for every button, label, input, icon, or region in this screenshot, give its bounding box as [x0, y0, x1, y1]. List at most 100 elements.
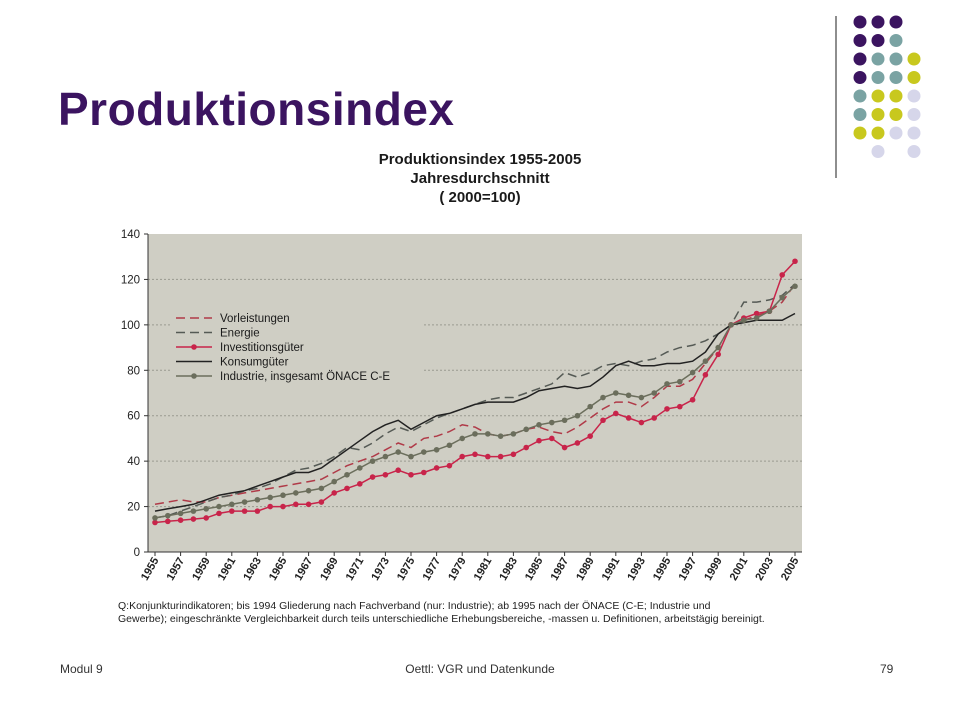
data-point: [613, 390, 619, 396]
decor-dot: [889, 52, 903, 66]
data-point: [446, 462, 453, 469]
data-point: [152, 519, 158, 526]
data-point: [216, 510, 222, 517]
data-point: [318, 485, 325, 492]
data-point: [177, 510, 184, 517]
data-point: [638, 419, 645, 426]
data-point: [369, 458, 376, 464]
chart-title: Produktionsindex 1955-2005: [378, 151, 582, 168]
decor-dot: [907, 89, 921, 103]
data-point: [625, 415, 632, 421]
data-point: [574, 440, 581, 446]
data-point: [792, 258, 798, 265]
data-point: [753, 315, 760, 321]
chart-heading: Produktionsindex 1955-2005 Jahresdurchsc…: [300, 150, 660, 207]
data-point: [241, 508, 248, 514]
data-point: [741, 317, 747, 324]
data-point: [651, 415, 657, 421]
data-point: [510, 431, 517, 437]
x-tick-label: 1977: [421, 556, 444, 583]
y-tick-label: 40: [127, 456, 140, 468]
data-point: [408, 453, 414, 460]
data-point: [715, 351, 721, 358]
decor-dot: [889, 108, 903, 121]
y-tick-label: 60: [127, 411, 140, 423]
x-tick-label: 1955: [139, 556, 162, 583]
decor-dot: [853, 126, 867, 140]
legend-box: [172, 309, 424, 386]
y-tick-label: 80: [127, 365, 140, 377]
x-tick-label: 1959: [190, 556, 213, 583]
decor-dot: [853, 108, 867, 121]
decor-dot: [871, 108, 885, 121]
data-point: [753, 310, 760, 317]
data-point: [395, 467, 402, 474]
x-tick-label: 1983: [497, 556, 520, 583]
data-point: [561, 444, 568, 451]
data-point: [331, 490, 337, 496]
legend-label: Investitionsgüter: [220, 342, 304, 354]
y-tick-label: 120: [121, 274, 140, 286]
legend-label: Industrie, insgesamt ÖNACE C-E: [220, 371, 390, 383]
data-point: [689, 397, 696, 403]
data-point: [203, 506, 209, 512]
decor-dot: [907, 52, 921, 66]
legend-label: Energie: [220, 328, 260, 340]
decor-dot: [871, 145, 885, 158]
data-point: [216, 503, 222, 510]
y-tick-label: 0: [134, 547, 140, 559]
data-point: [523, 426, 529, 433]
source-note: Q:Konjunkturindikatoren; bis 1994 Gliede…: [118, 600, 818, 626]
data-point: [241, 499, 248, 505]
x-tick-label: 1999: [702, 556, 725, 583]
data-point: [664, 381, 670, 387]
data-point: [485, 453, 491, 460]
x-tick-label: 1965: [267, 556, 290, 583]
data-point: [587, 403, 593, 410]
decor-dot: [871, 15, 885, 29]
data-point: [574, 412, 581, 419]
decor-dot: [871, 52, 885, 66]
data-point: [395, 449, 402, 455]
decor-dot: [853, 89, 867, 103]
data-point: [677, 403, 683, 410]
series-line: [154, 283, 796, 506]
data-point: [792, 283, 798, 290]
data-point: [613, 410, 619, 417]
legend-label: Vorleistungen: [220, 313, 290, 325]
decor-dot: [907, 126, 921, 140]
data-point: [177, 517, 184, 523]
x-tick-label: 1973: [369, 556, 392, 583]
x-tick-label: 1971: [344, 556, 367, 583]
data-point: [190, 508, 197, 514]
x-tick-label: 1967: [293, 556, 316, 583]
data-point: [651, 390, 657, 396]
data-point: [625, 392, 632, 399]
data-point: [433, 446, 440, 453]
x-tick-label: 1961: [216, 556, 239, 583]
decor-dot: [889, 15, 903, 29]
data-point: [369, 474, 376, 480]
x-tick-label: 1997: [677, 556, 700, 583]
chart-subtitle-line-1: Jahresdurchschnitt: [410, 170, 550, 187]
data-point: [305, 487, 312, 494]
x-tick-label: 1981: [472, 556, 495, 583]
y-tick-label: 20: [127, 502, 140, 514]
data-point: [433, 465, 440, 471]
series-line: [154, 312, 796, 512]
legend-marker: [191, 344, 197, 350]
data-point: [779, 272, 785, 278]
data-point: [344, 485, 350, 492]
data-point: [408, 471, 414, 478]
y-tick-label: 140: [121, 229, 140, 241]
footer-course: Oettl: VGR und Datenkunde: [405, 662, 555, 676]
data-point: [600, 417, 606, 424]
data-point: [305, 501, 312, 508]
data-point: [267, 494, 273, 501]
data-point: [549, 435, 555, 442]
decor-dot: [889, 126, 903, 140]
y-tick-label: 100: [121, 320, 140, 332]
data-point: [229, 508, 235, 514]
data-point: [152, 515, 158, 521]
